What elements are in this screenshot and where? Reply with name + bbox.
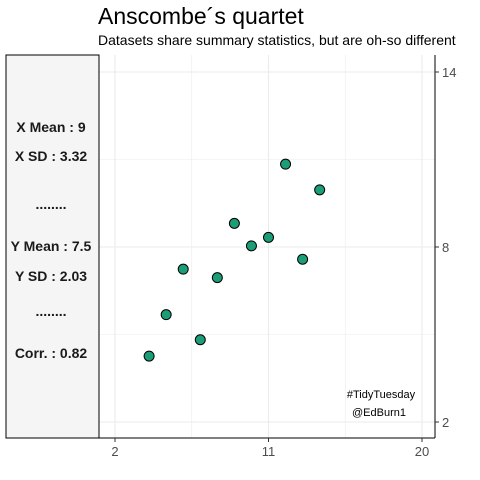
x-tick-label: 11 xyxy=(262,444,276,459)
stat-line: X Mean : 9 xyxy=(16,119,85,135)
data-point xyxy=(314,184,326,196)
x-tick-label: 20 xyxy=(415,444,429,459)
stat-line: X SD : 3.32 xyxy=(15,148,88,164)
y-tick-label: 2 xyxy=(442,415,449,430)
data-point xyxy=(228,217,240,229)
data-point xyxy=(280,158,292,170)
chart-subtitle: Datasets share summary statistics, but a… xyxy=(98,32,456,48)
data-points xyxy=(143,158,326,362)
chart-title: Anscombe´s quartet xyxy=(98,3,304,29)
caption-author: @EdBurn1 xyxy=(352,407,406,419)
y-tick-label: 8 xyxy=(442,240,449,255)
axis-ticks: 2 11 20 2 8 14 xyxy=(111,65,456,459)
stat-line: Y Mean : 7.5 xyxy=(11,238,92,254)
stat-line: Corr. : 0.82 xyxy=(15,345,88,361)
data-point xyxy=(194,334,206,346)
y-tick-label: 14 xyxy=(442,65,456,80)
data-point xyxy=(160,309,172,321)
data-point xyxy=(297,253,309,265)
x-tick-label: 2 xyxy=(111,444,118,459)
stat-line: ........ xyxy=(35,303,66,319)
data-point xyxy=(263,231,274,243)
data-point xyxy=(143,350,155,362)
grid xyxy=(99,55,435,438)
data-point xyxy=(245,240,257,252)
data-point xyxy=(211,272,223,284)
stats-panel xyxy=(5,54,100,439)
caption-hashtag: #TidyTuesday xyxy=(347,389,416,401)
data-point xyxy=(177,263,189,275)
stats-list: X Mean : 9 X SD : 3.32........ Y Mean : 7.… xyxy=(11,119,92,361)
stat-line: Y SD : 2.03 xyxy=(15,268,87,284)
stat-line: ........ xyxy=(35,196,66,212)
